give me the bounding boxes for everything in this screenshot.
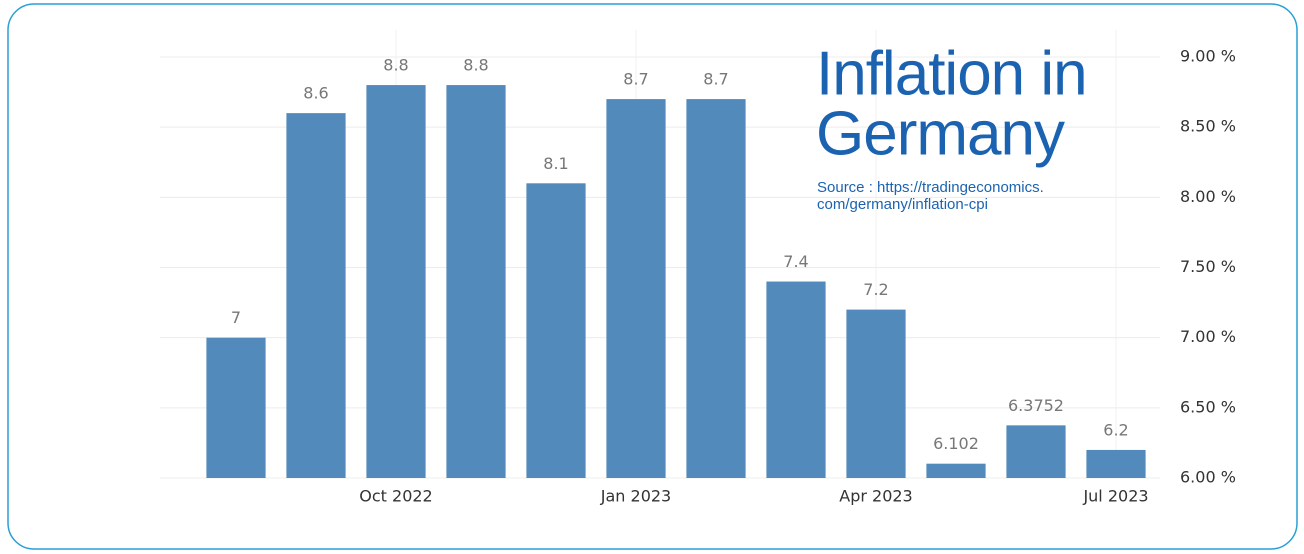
y-tick-label: 8.00 %: [1180, 187, 1236, 206]
y-tick-label: 9.00 %: [1180, 47, 1236, 66]
source: Source : https://tradingeconomics.: [817, 179, 1044, 196]
chart-title: Inflation in: [816, 39, 1087, 108]
y-tick-label: 7.50 %: [1180, 257, 1236, 276]
bar: [1086, 449, 1146, 478]
value-label: 7.2: [863, 280, 888, 299]
x-tick-label: Jan 2023: [600, 487, 671, 506]
bar: [846, 309, 906, 478]
bar: [926, 463, 986, 478]
x-tick-label: Oct 2022: [359, 487, 432, 506]
x-tick-label: Jul 2023: [1082, 487, 1148, 506]
card-border: [7, 3, 1298, 550]
chart-title: Germany: [816, 99, 1065, 168]
y-tick-label: 6.50 %: [1180, 397, 1236, 416]
bar: [606, 99, 666, 478]
value-label: 6.3752: [1008, 396, 1064, 415]
value-label: 8.8: [383, 56, 408, 75]
value-label: 8.6: [303, 84, 328, 103]
value-label: 6.102: [933, 434, 979, 453]
value-label: 8.7: [623, 70, 648, 89]
bar: [446, 85, 506, 479]
value-label: 8.7: [703, 70, 728, 89]
bar: [286, 113, 346, 478]
bar: [1006, 425, 1066, 478]
bar: [766, 281, 826, 478]
x-tick-label: Apr 2023: [839, 487, 912, 506]
value-label: 6.2: [1103, 420, 1128, 439]
bar: [206, 337, 266, 478]
source: com/germany/inflation-cpi: [817, 196, 988, 213]
value-label: 7: [231, 308, 241, 327]
bar: [686, 99, 746, 478]
bar: [526, 183, 586, 479]
value-label: 7.4: [783, 252, 808, 271]
y-tick-label: 8.50 %: [1180, 117, 1236, 136]
value-label: 8.1: [543, 154, 568, 173]
y-tick-label: 7.00 %: [1180, 327, 1236, 346]
value-label: 8.8: [463, 56, 488, 75]
y-tick-label: 6.00 %: [1180, 468, 1236, 487]
bar: [366, 85, 426, 479]
